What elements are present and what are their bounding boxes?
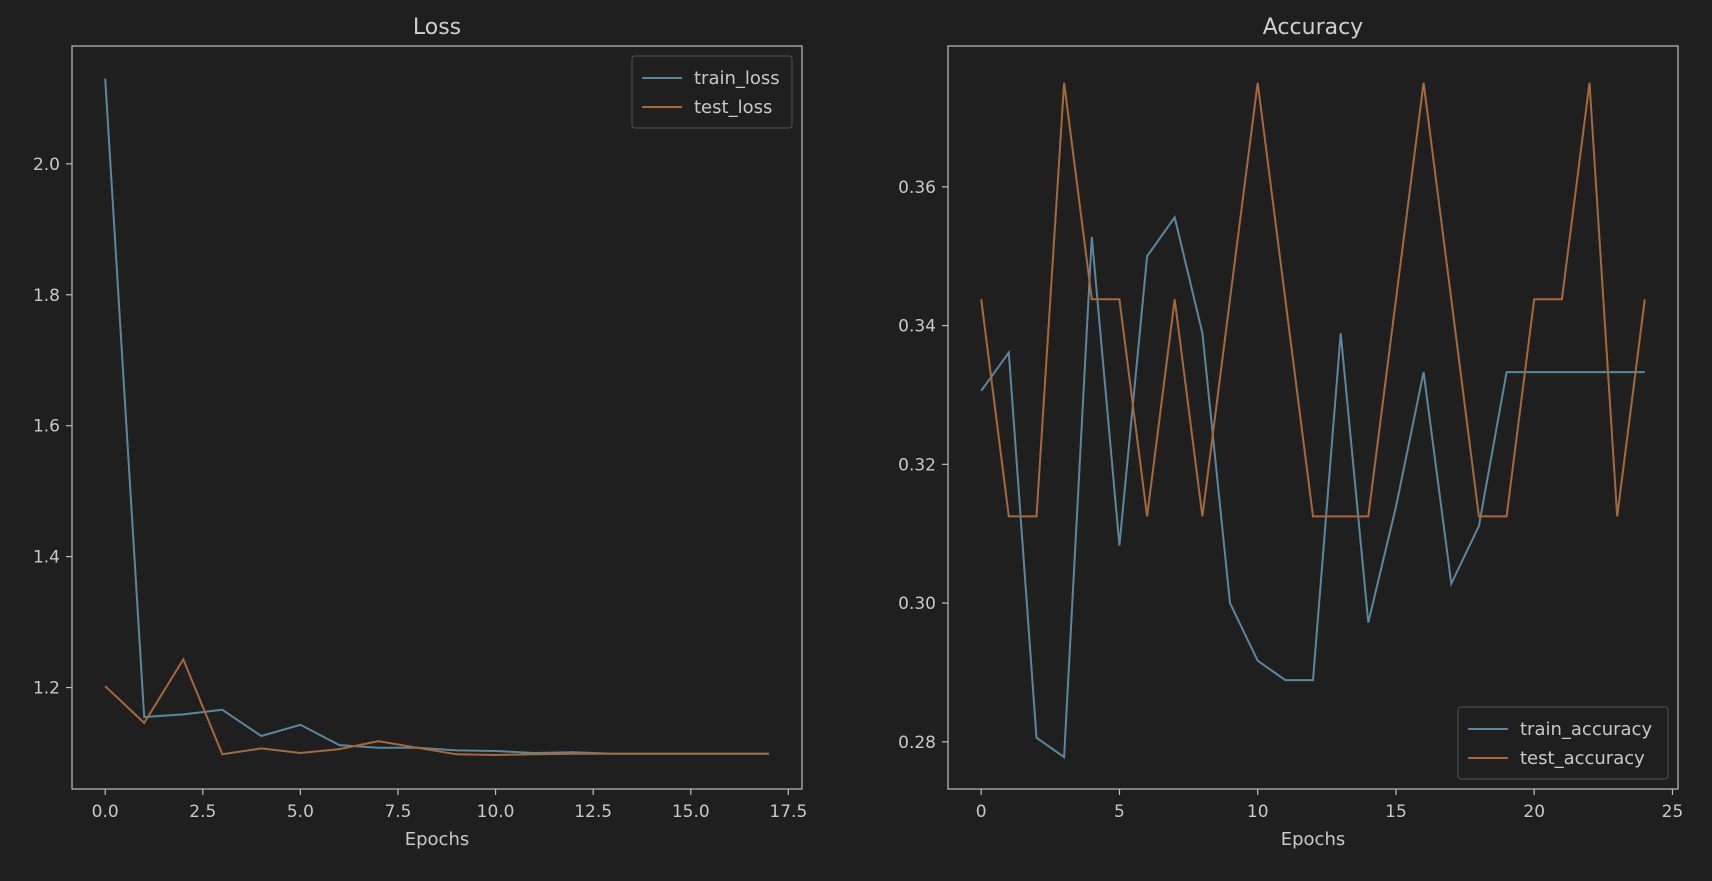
series-line-train-accuracy (980, 215, 1645, 759)
series-line-test-accuracy (980, 82, 1646, 518)
x-tick-label: 10 (1247, 802, 1269, 822)
legend-label-test-accuracy: test_accuracy (1520, 748, 1645, 769)
series-line-test-loss (104, 657, 769, 757)
x-tick-label: 2.5 (189, 802, 216, 822)
accuracy-chart: Accuracy Epochs 0 5 10 15 20 25 0.28 0.30 0.32 0.34… (898, 15, 1683, 850)
x-tick-label: 15 (1385, 802, 1407, 822)
x-tick-label: 20 (1523, 802, 1545, 822)
legend: train_accuracy test_accuracy (1457, 706, 1669, 780)
y-tick-label: 0.30 (898, 594, 936, 614)
legend-box (631, 55, 793, 129)
y-tick-label: 0.32 (898, 455, 936, 475)
y-tick-label: 1.4 (33, 548, 60, 568)
x-tick-label: 17.5 (769, 802, 807, 822)
axes-frame (71, 45, 803, 790)
x-tick-label: 5.0 (287, 802, 314, 822)
y-tick-label: 2.0 (33, 155, 60, 175)
x-tick-label: 10.0 (477, 802, 515, 822)
y-tick-label: 0.36 (898, 178, 936, 198)
x-tick-label: 7.5 (384, 802, 411, 822)
y-tick-label: 0.28 (898, 733, 936, 753)
y-tick-label: 0.34 (898, 317, 936, 337)
x-tick-label: 0.0 (92, 802, 119, 822)
x-tick-label: 5 (1114, 802, 1125, 822)
chart-title: Loss (413, 15, 461, 40)
x-axis-label: Epochs (405, 829, 470, 850)
legend-label-train-loss: train_loss (694, 68, 780, 89)
x-axis-label: Epochs (1281, 829, 1346, 850)
loss-chart: Loss Epochs 0.0 2.5 5.0 7.5 10.0 12.5 15.0 17.5 1.… (33, 15, 807, 850)
chart-title: Accuracy (1263, 15, 1363, 40)
legend-box (1457, 706, 1669, 780)
y-tick-label: 1.8 (33, 286, 60, 306)
x-tick-label: 12.5 (574, 802, 612, 822)
plot-area (72, 46, 802, 789)
legend: train_loss test_loss (631, 55, 793, 129)
axes-frame (947, 45, 1679, 790)
legend-label-train-accuracy: train_accuracy (1520, 719, 1652, 740)
x-tick-label: 25 (1662, 802, 1684, 822)
x-tick-label: 0 (976, 802, 987, 822)
y-tick-label: 1.2 (33, 679, 60, 699)
legend-label-test-loss: test_loss (694, 97, 772, 118)
x-tick-label: 15.0 (672, 802, 710, 822)
y-tick-label: 1.6 (33, 417, 60, 437)
